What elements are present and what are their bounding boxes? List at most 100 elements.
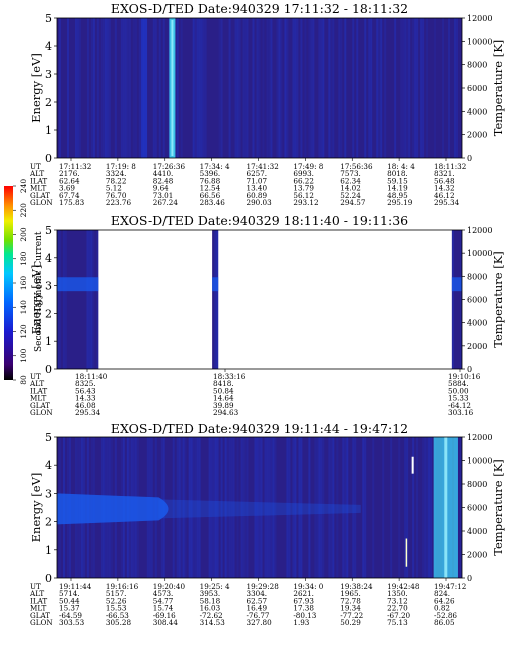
- data-column: [292, 437, 295, 578]
- data-column: [384, 18, 387, 158]
- ephemeris-cell: 303.53: [59, 618, 85, 627]
- ephemeris-cell: 17:49: 8: [293, 162, 323, 171]
- y2-tick-label: 12000: [467, 14, 492, 23]
- data-column: [106, 18, 109, 158]
- data-column: [76, 18, 79, 158]
- ephemeris-cell: 6257.: [247, 169, 268, 178]
- data-column: [284, 18, 287, 158]
- y2-tick-label: 6000: [467, 84, 487, 93]
- ephemeris-cell: 19:47:12: [434, 582, 466, 591]
- data-column: [192, 18, 195, 158]
- data-column: [108, 18, 111, 158]
- data-column: [236, 18, 239, 158]
- ephemeris-cell: 67.74: [59, 191, 80, 200]
- ephemeris-cell: 62.64: [59, 176, 80, 185]
- data-column: [320, 437, 323, 578]
- data-column: [372, 437, 375, 578]
- ephemeris-label: ALT: [29, 169, 44, 178]
- ephemeris-label: GLON: [30, 618, 53, 627]
- ephemeris-cell: 8321.: [434, 169, 455, 178]
- y-axis-label: Energy [eV]: [29, 53, 43, 123]
- data-column: [252, 18, 255, 158]
- data-column: [254, 437, 257, 578]
- data-column: [416, 437, 419, 578]
- ephemeris-cell: 267.24: [153, 198, 179, 207]
- data-column: [57, 230, 59, 369]
- colorbar-tick-label: 200: [19, 227, 28, 242]
- ephemeris-cell: 19:38:24: [340, 582, 373, 591]
- ephemeris-label: ILAT: [30, 176, 47, 185]
- panel-title: EXOS-D/TED Date:940329 17:11:32 - 18:11:…: [111, 1, 408, 16]
- data-column: [230, 437, 233, 578]
- ephemeris-cell: -80.13: [293, 611, 316, 620]
- data-column: [242, 18, 245, 158]
- ephemeris-cell: 14.64: [213, 394, 234, 403]
- data-column: [74, 18, 77, 158]
- data-column: [414, 18, 417, 158]
- data-column: [382, 437, 385, 578]
- y2-tick-label: 0: [467, 154, 472, 163]
- ephemeris-cell: 4573.: [153, 589, 174, 598]
- ephemeris-cell: 12.54: [200, 184, 221, 193]
- ephemeris-cell: 17.38: [293, 604, 314, 613]
- ephemeris-label: UT: [30, 162, 41, 171]
- data-column: [176, 437, 179, 578]
- ephemeris-cell: 295.34: [434, 198, 460, 207]
- ephemeris-cell: 18:11:40: [75, 372, 108, 381]
- data-column: [78, 18, 81, 158]
- ephemeris-cell: 18:33:16: [213, 372, 246, 381]
- energy-band: [451, 277, 462, 292]
- data-column: [104, 18, 107, 158]
- data-column: [246, 18, 249, 158]
- ephemeris-cell: 82.48: [153, 176, 174, 185]
- data-column: [266, 18, 269, 158]
- data-column: [134, 18, 137, 158]
- data-column: [272, 437, 275, 578]
- ephemeris-cell: 13.79: [293, 184, 314, 193]
- ephemeris-cell: 39.89: [213, 401, 234, 410]
- data-column: [210, 437, 213, 578]
- ephemeris-cell: 78.22: [106, 176, 127, 185]
- data-column: [459, 230, 462, 369]
- data-column: [226, 437, 229, 578]
- data-column: [352, 18, 355, 158]
- data-column: [188, 437, 191, 578]
- data-column: [336, 437, 339, 578]
- data-column: [426, 18, 429, 158]
- data-column: [344, 18, 347, 158]
- data-column: [274, 437, 277, 578]
- data-column: [354, 437, 357, 578]
- data-column: [416, 18, 419, 158]
- ephemeris-cell: -66.53: [106, 611, 129, 620]
- data-column: [406, 18, 409, 158]
- y2-axis-label: Temperature [K]: [491, 251, 505, 348]
- ephemeris-cell: 5714.: [59, 589, 80, 598]
- data-column: [58, 18, 61, 158]
- y-tick-label: 5: [45, 431, 52, 444]
- ephemeris-label: GLAT: [30, 611, 50, 620]
- data-column: [300, 437, 303, 578]
- data-column: [364, 18, 367, 158]
- energy-band: [212, 277, 219, 292]
- data-column: [368, 18, 371, 158]
- data-column: [202, 18, 205, 158]
- y-tick-label: 1: [45, 544, 52, 557]
- data-column: [138, 18, 141, 158]
- ephemeris-cell: 5.12: [106, 184, 122, 193]
- ephemeris-cell: 290.03: [247, 198, 273, 207]
- data-column: [96, 18, 99, 158]
- ephemeris-cell: 295.19: [387, 198, 413, 207]
- spike-core: [444, 437, 448, 578]
- data-column: [244, 18, 247, 158]
- data-column: [430, 437, 433, 578]
- ephemeris-cell: -52.86: [434, 611, 457, 620]
- ephemeris-cell: 19:42:48: [387, 582, 420, 591]
- data-column: [370, 18, 373, 158]
- spike: [141, 18, 148, 158]
- ephemeris-cell: 2621.: [293, 589, 314, 598]
- y2-tick-label: 10000: [467, 457, 492, 466]
- data-column: [218, 18, 221, 158]
- data-coverage: [451, 230, 462, 369]
- ephemeris-cell: 8418.: [213, 379, 234, 388]
